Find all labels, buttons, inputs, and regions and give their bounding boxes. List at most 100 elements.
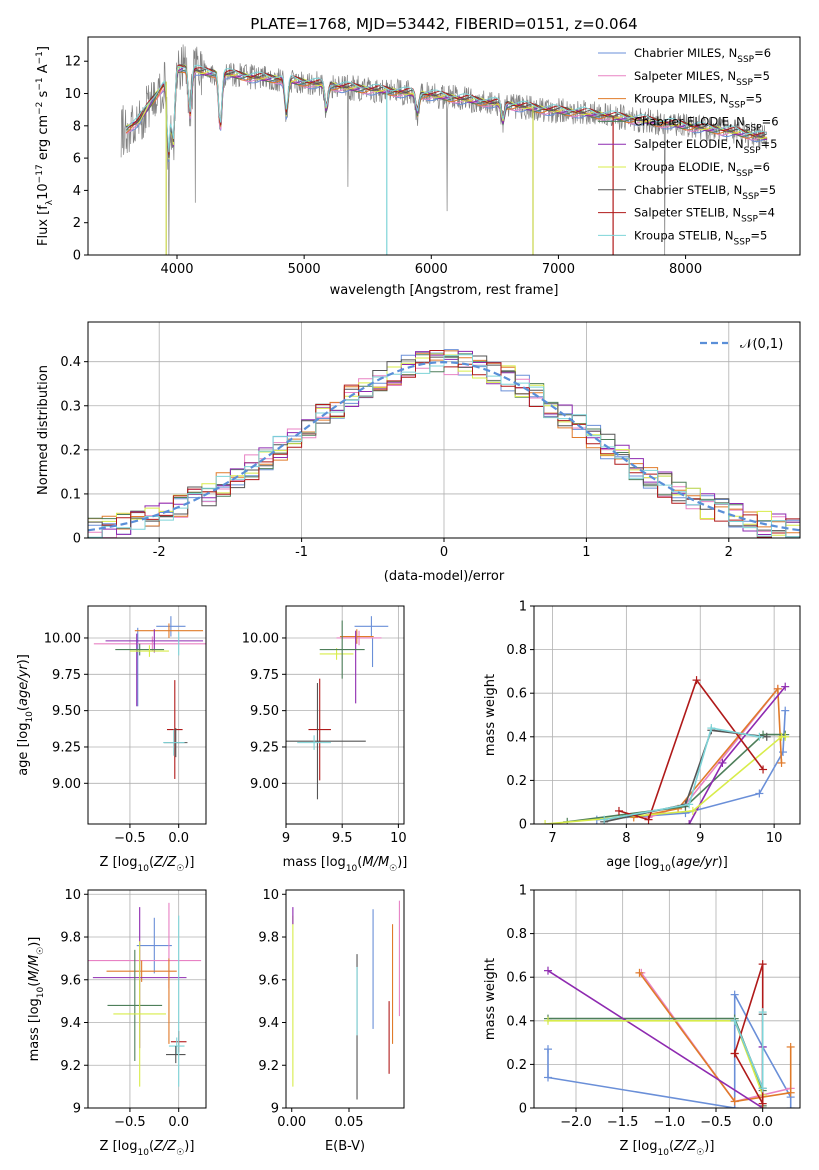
y-tick-label: 0.4 [506, 1014, 527, 1029]
axes-frame [87, 889, 207, 1109]
x-tick-label: −0.5 [114, 1115, 146, 1130]
grid-lines [285, 606, 404, 824]
label-part: ( [669, 1139, 674, 1154]
y-tick-label: 9.50 [250, 704, 279, 719]
y-tick-label: 0 [519, 1102, 527, 1117]
weight-line [648, 688, 779, 819]
y-tick-label: 0 [519, 818, 527, 833]
legend: 𝒩(0,1) [700, 337, 783, 352]
x-tick-label: 0.05 [335, 1115, 364, 1130]
x-tick-label: −1.0 [654, 1115, 686, 1130]
y-tick-label: 0.2 [506, 1058, 527, 1073]
label-part: SSP [729, 101, 746, 111]
x-tick-label: −0.5 [700, 1115, 732, 1130]
legend-label: 𝒩(0,1) [740, 337, 783, 352]
label-part: erg cm [36, 115, 51, 164]
label-part: ☉ [176, 864, 184, 874]
x-tick-label: -2 [153, 545, 166, 560]
label-part: s [36, 90, 51, 101]
label-part: ☉ [36, 947, 46, 955]
y-tick-label: 12 [64, 55, 81, 70]
y-tick-label: 9.6 [60, 973, 81, 988]
grid-lines [88, 890, 206, 1109]
y-tick-label: 0.6 [506, 687, 527, 702]
label-part: )] [184, 1139, 194, 1154]
x-tick-label: 2 [725, 545, 733, 560]
label-part: )] [704, 1139, 714, 1154]
grid-lines [534, 605, 800, 825]
label-part: =5 [759, 183, 776, 197]
label-part: Z [log [620, 1139, 658, 1154]
x-tick-label: 0.0 [168, 831, 189, 846]
label-part: 10 [137, 864, 149, 874]
y-tick-label: 9.4 [60, 1016, 81, 1031]
axes-frame [87, 321, 801, 539]
label-part: Salpeter MILES, N [634, 69, 736, 83]
ticks: 0.00 0.05 9 9.2 9.4 9.6 9.8 10 [258, 888, 363, 1130]
label-part: Salpeter STELIB, N [634, 206, 741, 220]
label-part: )] [718, 855, 728, 870]
x-tick-label: 0 [440, 545, 448, 560]
y-tick-label: 0.1 [60, 487, 81, 502]
y-tick-label: 0 [73, 249, 81, 264]
weight-line [567, 733, 786, 823]
ticks: 9 9.5 10 9.00 9.25 9.50 9.75 10.00 [242, 631, 407, 846]
residual-histogram [88, 354, 800, 538]
weight-line [638, 972, 792, 1103]
y-tick-label: 9.25 [52, 740, 81, 755]
x-tick-label: 10 [766, 831, 783, 846]
grid-lines [534, 889, 800, 1109]
label-part: Z [log [100, 855, 138, 870]
label-part: Z/Z [153, 855, 177, 870]
legend-label: Kroupa MILES, NSSP=5 [634, 92, 762, 111]
label-part: SSP [741, 215, 758, 225]
weight-line [548, 1017, 764, 1106]
label-part: =5 [753, 69, 770, 83]
label-part: =6 [753, 160, 770, 174]
y-tick-label: 9.50 [52, 704, 81, 719]
axes-frame [87, 605, 207, 825]
x-tick-label: 5000 [288, 262, 321, 277]
legend-label: Salpeter ELODIE, NSSP=5 [634, 137, 777, 156]
label-part: −2 [35, 102, 45, 115]
y-tick-label: 10.00 [44, 631, 81, 646]
panel-mass-vs-EBV: 0.00 0.05 9 9.2 9.4 9.6 9.8 10 E(B-V) [258, 888, 405, 1154]
y-tick-label: 0.2 [60, 443, 81, 458]
label-part: 10 [25, 711, 35, 723]
label-part: ( [149, 1139, 154, 1154]
label-part: M/M [27, 955, 42, 982]
x-tick-label: 9 [282, 831, 290, 846]
weight-line [633, 686, 783, 819]
x-tick-label: 7000 [542, 262, 575, 277]
label-part: −1 [35, 77, 45, 90]
y-tick-label: 9 [73, 1102, 81, 1117]
label-part: SSP [742, 192, 759, 202]
y-tick-label: 10 [262, 888, 279, 903]
x-tick-label: 7 [548, 831, 556, 846]
label-part: −1 [35, 51, 45, 64]
y-axis-label: mass weight [483, 958, 498, 1040]
x-tick-label: 8000 [669, 262, 702, 277]
label-part: SSP [736, 78, 753, 88]
label-part: 10 [659, 864, 671, 874]
y-tick-label: 9.4 [258, 1016, 279, 1031]
label-part: SSP [744, 146, 761, 156]
label-part: 10 [137, 1148, 149, 1158]
y-tick-label: 9.8 [60, 931, 81, 946]
label-part: mass [log [283, 855, 346, 870]
x-axis-label: Z [log10(Z/Z☉)] [620, 1139, 715, 1158]
label-part: SSP [745, 123, 762, 133]
y-tick-label: 9.75 [250, 668, 279, 683]
x-tick-label: 9.5 [332, 831, 353, 846]
figure-title: PLATE=1768, MJD=53442, FIBERID=0151, z=0… [250, 15, 637, 33]
weight-line [618, 678, 764, 821]
y-tick-label: 9.00 [52, 777, 81, 792]
y-tick-label: 9.2 [258, 1059, 279, 1074]
plot-area [286, 616, 389, 800]
label-part: =5 [750, 228, 767, 242]
y-tick-label: 0.2 [506, 774, 527, 789]
x-tick-label: 9 [696, 831, 704, 846]
y-axis-label: age [log10(age/yr)] [16, 654, 35, 776]
axes-frame [533, 889, 801, 1109]
